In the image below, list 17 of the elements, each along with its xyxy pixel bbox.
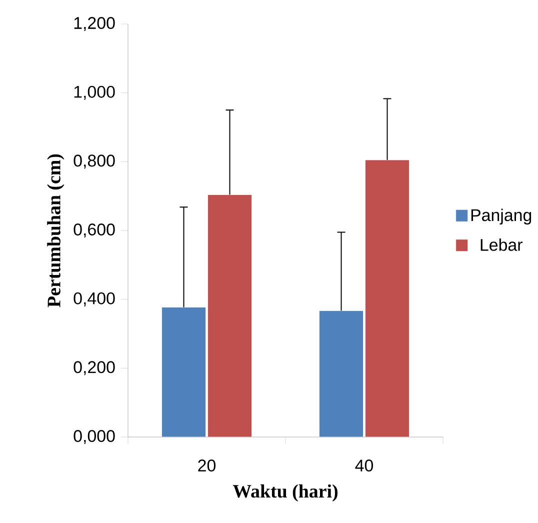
- bar: [365, 160, 410, 437]
- y-axis-title: Pertumbuhan (cm): [47, 154, 64, 308]
- x-tick-label: 40: [355, 460, 374, 472]
- legend-label: Lebar: [480, 238, 522, 251]
- bar: [208, 194, 252, 437]
- bar: [162, 307, 206, 437]
- y-tick-label: 1,000: [74, 86, 115, 100]
- y-tick-label: 1,200: [74, 17, 115, 31]
- legend-label: Panjang: [471, 208, 532, 225]
- bar: [319, 310, 364, 437]
- y-tick-label: 0,800: [74, 154, 115, 169]
- x-axis-title: Waktu (hari): [232, 484, 338, 502]
- x-tick-label: 20: [198, 460, 216, 472]
- y-tick-label: 0,000: [74, 430, 115, 444]
- y-tick-label: 0,600: [74, 224, 115, 238]
- y-tick-label: 0,200: [74, 361, 115, 376]
- y-tick-label: 0,400: [74, 292, 115, 306]
